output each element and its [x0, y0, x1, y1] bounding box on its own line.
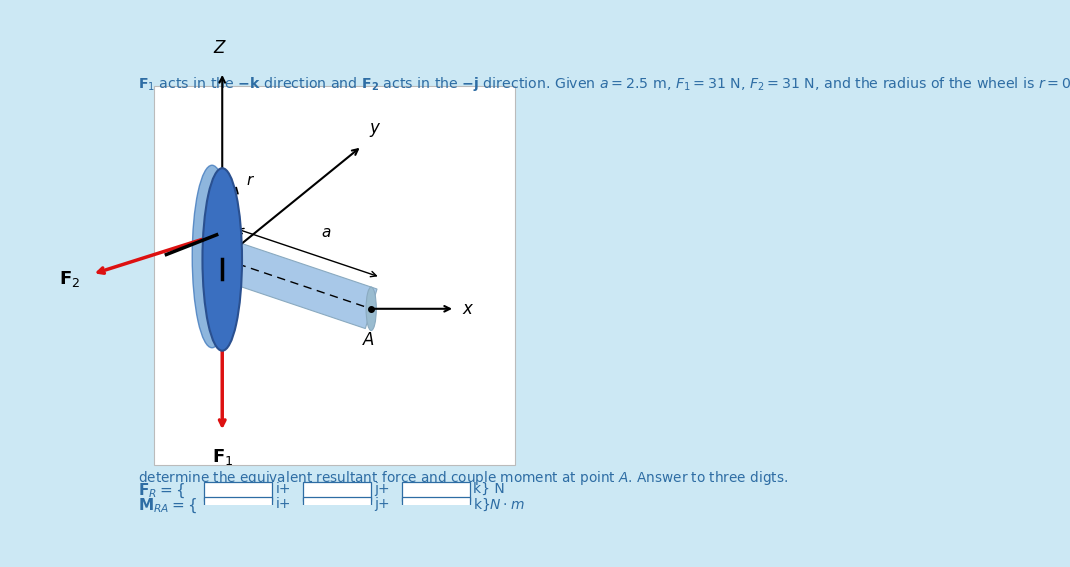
Text: $\mathbf{F}_1$: $\mathbf{F}_1$: [212, 447, 233, 467]
Text: j+: j+: [374, 497, 389, 511]
FancyBboxPatch shape: [401, 497, 470, 515]
FancyBboxPatch shape: [303, 483, 371, 501]
FancyBboxPatch shape: [154, 86, 516, 466]
Text: $x$: $x$: [462, 300, 474, 318]
Text: $a$: $a$: [321, 225, 332, 240]
Text: $\mathbf{F}_R = \{$: $\mathbf{F}_R = \{$: [138, 482, 185, 500]
Text: k} N: k} N: [473, 482, 505, 496]
Text: $Z$: $Z$: [213, 39, 227, 57]
Text: $A$: $A$: [363, 331, 376, 349]
Text: $\mathbf{F}_2$: $\mathbf{F}_2$: [59, 269, 80, 289]
Text: $y$: $y$: [369, 121, 381, 138]
Text: i+: i+: [276, 482, 291, 496]
FancyBboxPatch shape: [204, 497, 272, 515]
Text: $\mathbf{M}_{RA} = \{$: $\mathbf{M}_{RA} = \{$: [138, 497, 197, 515]
Text: determine the equivalent resultant force and couple moment at point $A$. Answer : determine the equivalent resultant force…: [138, 469, 788, 487]
FancyBboxPatch shape: [303, 497, 371, 515]
Text: i+: i+: [276, 497, 291, 511]
Polygon shape: [218, 240, 377, 328]
Ellipse shape: [202, 168, 242, 351]
Text: $r$: $r$: [245, 173, 255, 188]
Ellipse shape: [366, 287, 377, 331]
Ellipse shape: [193, 165, 232, 348]
FancyBboxPatch shape: [401, 483, 470, 501]
Text: $\mathbf{F}_1$ acts in the $\mathbf{-k}$ direction and $\mathbf{F_2}$ acts in th: $\mathbf{F}_1$ acts in the $\mathbf{-k}$…: [138, 75, 1070, 92]
Text: k}$N \cdot m$: k}$N \cdot m$: [473, 497, 524, 513]
FancyBboxPatch shape: [204, 483, 272, 501]
Text: j+: j+: [374, 482, 389, 496]
